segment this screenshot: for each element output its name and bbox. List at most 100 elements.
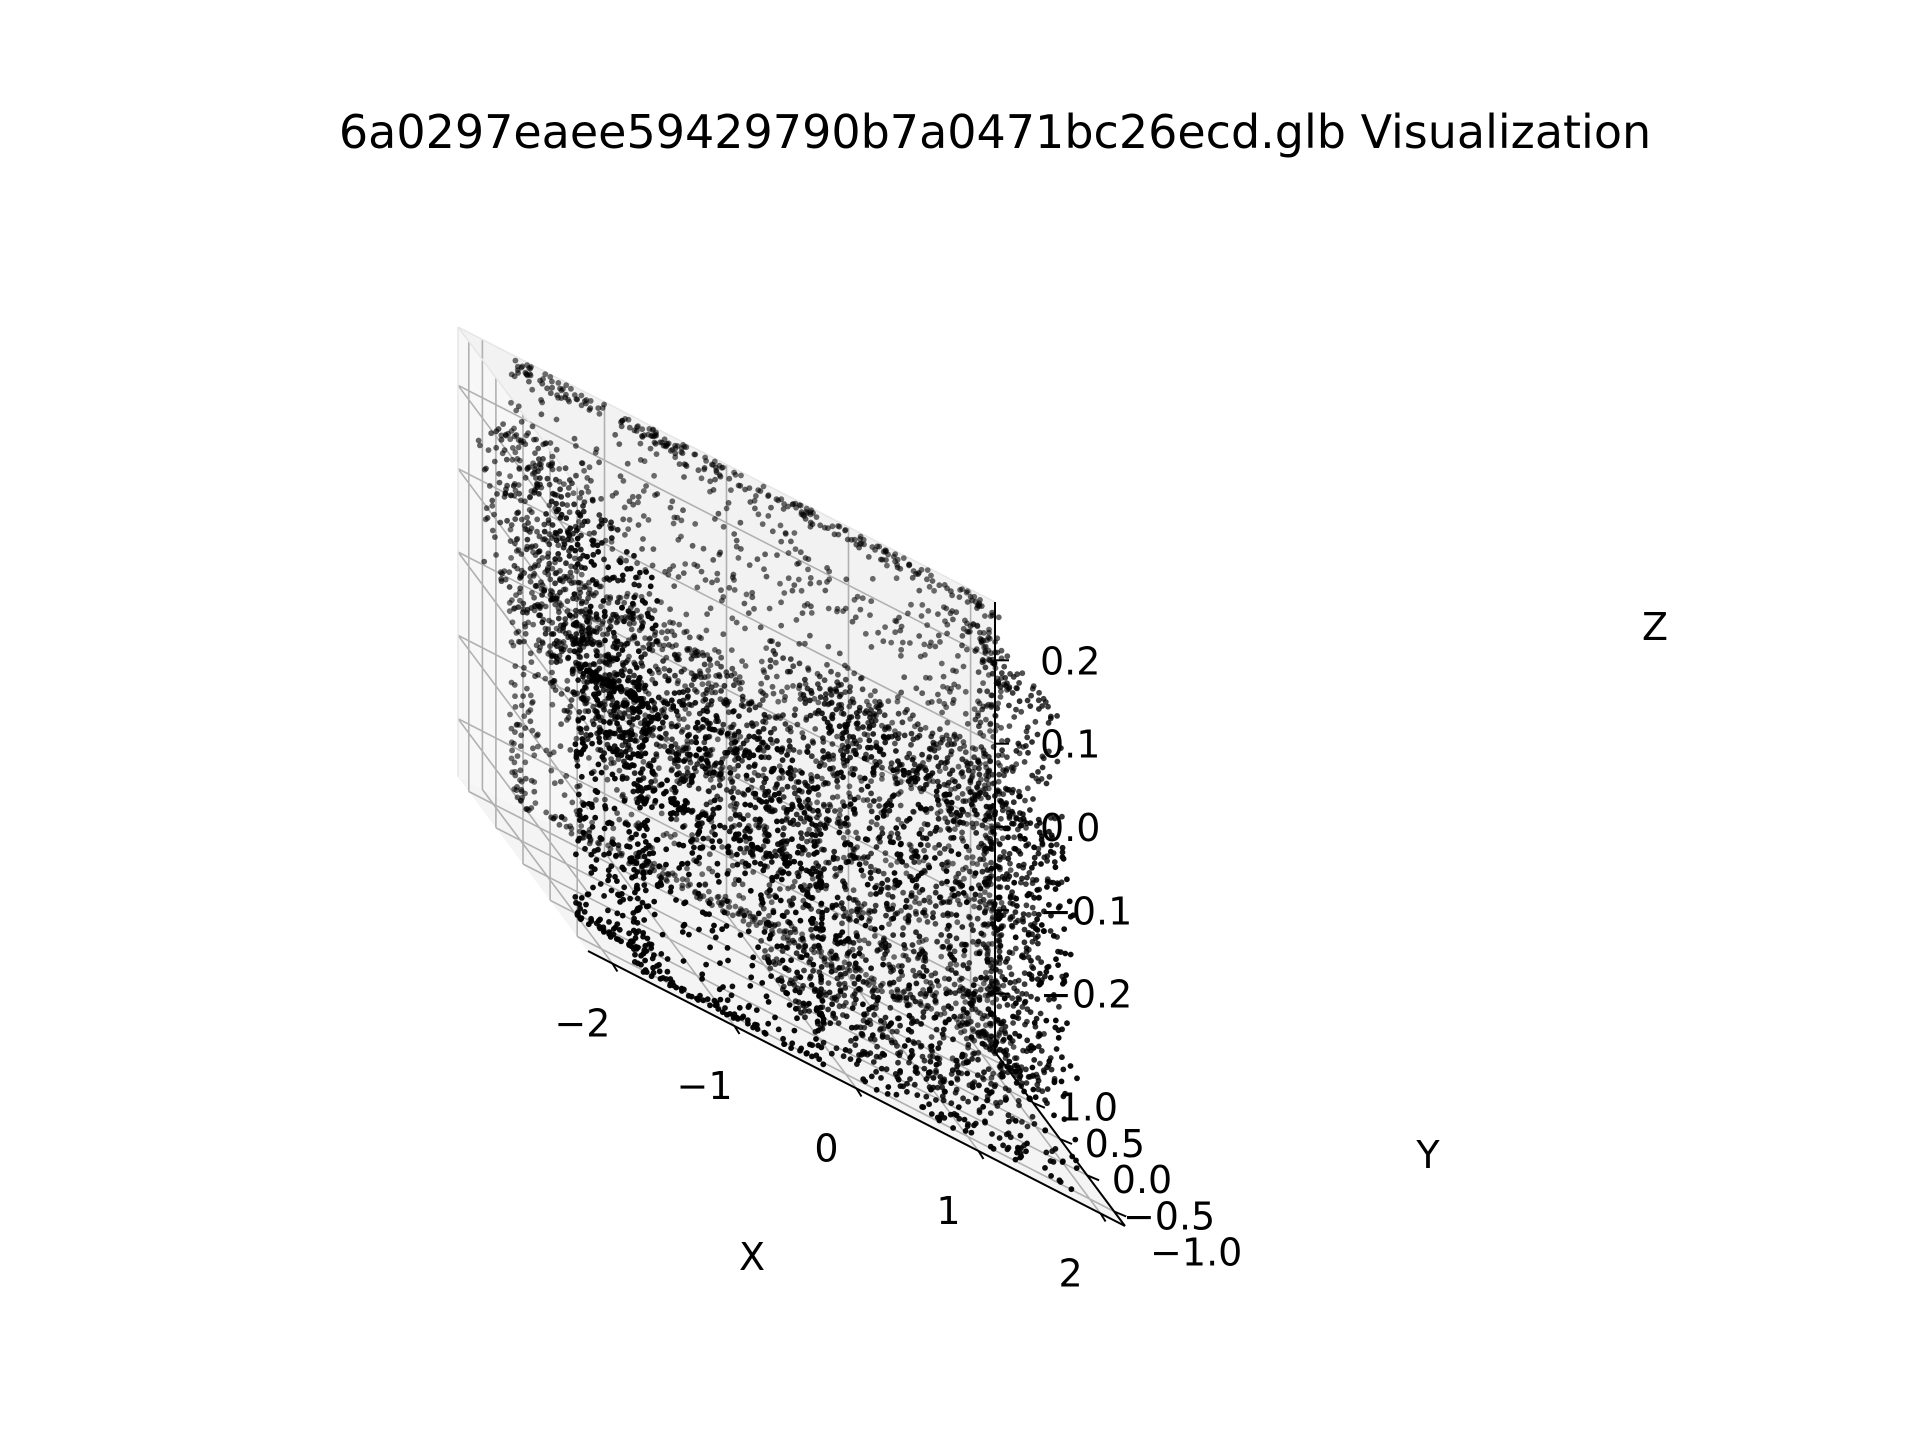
- data-point: [766, 605, 773, 612]
- data-point: [690, 676, 697, 683]
- data-point: [521, 638, 527, 645]
- data-point: [776, 763, 783, 770]
- data-point: [567, 703, 574, 710]
- data-point: [589, 497, 596, 504]
- data-point: [649, 732, 656, 739]
- data-point: [684, 769, 691, 776]
- data-point: [827, 765, 833, 772]
- data-point: [683, 628, 690, 635]
- data-point: [619, 715, 626, 721]
- data-point: [746, 764, 752, 770]
- data-point: [580, 829, 587, 836]
- data-point: [624, 566, 631, 572]
- data-point: [854, 713, 861, 720]
- data-point: [842, 676, 849, 683]
- data-point: [593, 611, 600, 618]
- data-point: [972, 1006, 979, 1013]
- data-point: [729, 615, 736, 622]
- data-point: [530, 745, 536, 752]
- data-point: [633, 574, 639, 581]
- data-point: [614, 810, 620, 816]
- data-point: [514, 535, 521, 542]
- data-point: [540, 456, 546, 462]
- data-point: [818, 986, 824, 992]
- data-point: [569, 799, 576, 806]
- data-point: [628, 943, 635, 950]
- data-point: [498, 578, 505, 585]
- data-point: [1006, 723, 1013, 729]
- data-point: [664, 956, 671, 962]
- data-point: [736, 713, 742, 719]
- data-point: [645, 720, 652, 727]
- data-point: [646, 726, 653, 732]
- data-point: [616, 441, 623, 447]
- data-point: [852, 1042, 859, 1048]
- data-point: [940, 912, 947, 918]
- data-point: [642, 942, 649, 949]
- data-point: [792, 546, 799, 552]
- data-point: [1012, 909, 1019, 915]
- data-point: [682, 683, 688, 689]
- data-point: [667, 447, 674, 454]
- data-point: [1010, 1020, 1016, 1026]
- data-point: [1035, 769, 1041, 775]
- data-point: [577, 511, 583, 518]
- data-point: [928, 1034, 935, 1040]
- data-point: [654, 836, 661, 843]
- data-point: [647, 763, 654, 770]
- data-point: [512, 693, 518, 700]
- data-point: [795, 779, 802, 785]
- data-point: [763, 573, 770, 580]
- data-point: [721, 682, 728, 689]
- data-point: [650, 788, 657, 794]
- data-point: [988, 692, 995, 699]
- data-point: [686, 701, 693, 708]
- data-point: [929, 770, 936, 776]
- data-point: [606, 618, 613, 625]
- data-point: [873, 844, 880, 850]
- data-point: [764, 674, 770, 681]
- data-point: [513, 432, 520, 438]
- data-point: [593, 797, 599, 803]
- data-point: [936, 842, 942, 848]
- data-point: [738, 702, 745, 709]
- data-point: [766, 887, 773, 894]
- data-point: [916, 939, 923, 945]
- data-point: [676, 865, 683, 871]
- data-point: [673, 723, 680, 730]
- data-point: [588, 770, 595, 776]
- data-point: [751, 605, 757, 612]
- data-point: [918, 613, 925, 619]
- data-point: [1023, 743, 1029, 749]
- data-point: [841, 992, 848, 999]
- data-point: [849, 973, 856, 980]
- data-point: [635, 499, 641, 506]
- data-point: [984, 945, 991, 952]
- data-point: [569, 666, 576, 673]
- data-point: [673, 984, 680, 991]
- data-point: [619, 734, 626, 741]
- data-point: [613, 936, 620, 942]
- data-point: [541, 587, 548, 593]
- data-point: [518, 788, 525, 795]
- data-point: [933, 754, 940, 761]
- data-point: [516, 490, 523, 497]
- data-point: [509, 619, 516, 626]
- data-point: [705, 667, 712, 674]
- data-point: [649, 641, 656, 648]
- data-point: [646, 426, 653, 432]
- data-point: [937, 1073, 944, 1080]
- data-point: [795, 576, 802, 583]
- data-point: [959, 924, 966, 930]
- data-point: [602, 672, 608, 678]
- data-point: [598, 769, 605, 776]
- data-point: [672, 450, 679, 457]
- data-point: [1021, 939, 1028, 946]
- data-point: [1042, 699, 1049, 705]
- data-point: [895, 710, 902, 717]
- data-point: [777, 886, 783, 892]
- data-point: [975, 669, 982, 675]
- data-point: [616, 816, 623, 823]
- data-point: [635, 944, 641, 951]
- data-point: [825, 980, 832, 986]
